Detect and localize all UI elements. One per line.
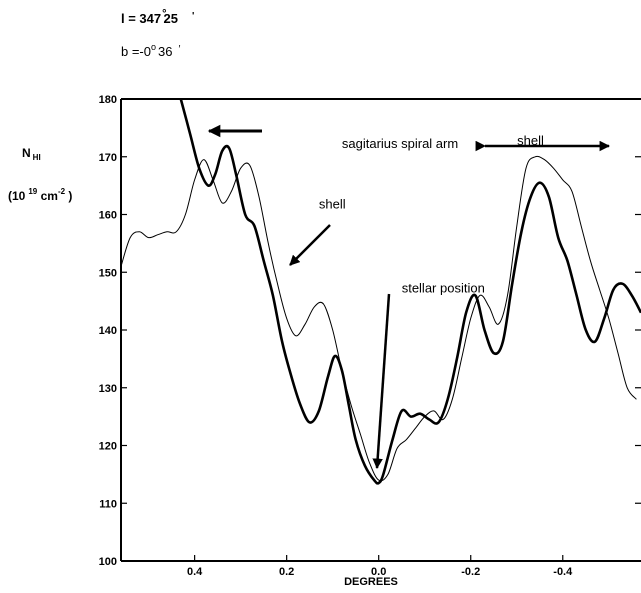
latitude-label: b =-0o 36 ′	[121, 42, 180, 59]
y-tick-label: 140	[99, 325, 117, 337]
y-tick-label: 130	[99, 383, 117, 395]
y-axis-symbol: N	[22, 146, 31, 160]
series-layer	[121, 99, 641, 485]
tick-layer: 100 110 120 130 140 150 160 170 180 0.4 0.2 0.0 -0.2…	[99, 94, 641, 578]
y-axis-units: (10 19 cm-2 )	[8, 187, 72, 203]
x-tick-label: -0.2	[461, 566, 480, 578]
y-tick-label: 150	[99, 267, 117, 279]
x-axis-label: DEGREES	[344, 576, 398, 588]
latitude-minutes: 36	[158, 44, 172, 59]
longitude-value: l = 347	[121, 11, 161, 26]
annotation-stellar-position: stellar position	[402, 280, 485, 295]
series-thin-line	[121, 155, 637, 482]
y-tick-label: 120	[99, 441, 117, 453]
annotation-shell-left: shell	[319, 197, 346, 212]
y-axis-subscript: HI	[33, 153, 41, 162]
x-tick-label: 0.0	[371, 566, 386, 578]
shell-arrow	[289, 224, 331, 266]
y-tick-label: 110	[99, 498, 117, 510]
latitude-value: b =-0	[121, 44, 151, 59]
series-thick-line	[179, 99, 641, 485]
y-tick-label: 160	[99, 210, 117, 222]
longitude-minutes: 25	[164, 11, 178, 26]
stellar-position-arrow	[372, 293, 391, 470]
y-tick-label: 180	[99, 94, 117, 106]
longitude-prime: '	[192, 11, 194, 22]
latitude-prime: ′	[178, 44, 180, 55]
latitude-degree-symbol: o	[151, 42, 156, 52]
longitude-degree-symbol: °	[162, 8, 166, 20]
x-tick-label: 0.2	[279, 566, 294, 578]
y-tick-label: 170	[99, 152, 117, 164]
x-tick-label: 0.4	[187, 566, 203, 578]
y-axis-label: N HI	[22, 146, 41, 162]
y-tick-label: 100	[99, 556, 117, 568]
longitude-label: l = 347°25 '	[121, 8, 194, 26]
x-tick-label: -0.4	[553, 566, 573, 578]
annotation-sagitarius: sagitarius spiral arm	[342, 136, 458, 151]
